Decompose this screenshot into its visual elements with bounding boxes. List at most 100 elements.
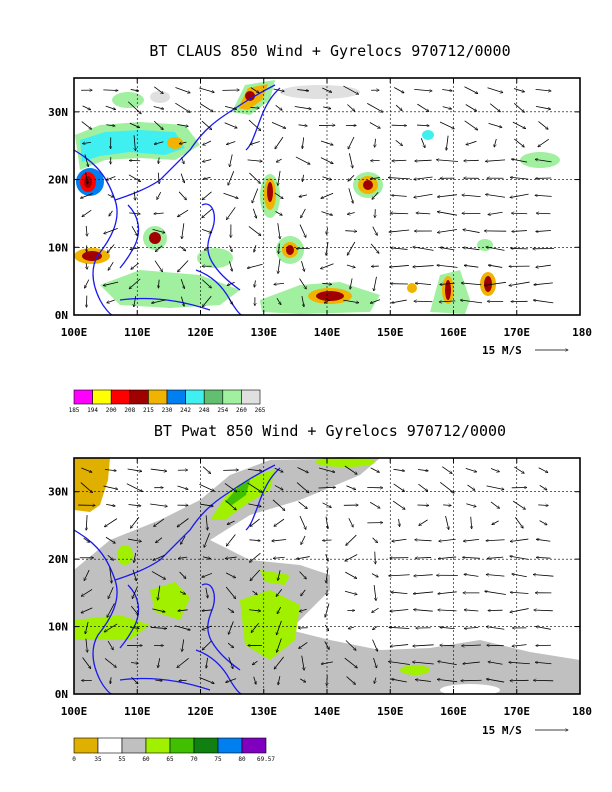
wind-vector [227,642,233,648]
wind-vector [466,503,476,507]
wind-vector [275,105,283,110]
wind-vector [132,569,136,581]
wind-vector [538,138,549,147]
wind-vector [274,656,285,669]
wind-vector [417,125,429,126]
wind-vector [388,661,410,665]
x-tick-label: 170E [504,705,531,718]
wind-vector [82,209,92,216]
claus-vector-key-label: 15 M/S [482,344,522,357]
wind-vector [276,158,282,162]
wind-vector [202,191,212,200]
wind-vector [154,518,165,527]
wind-vector [394,87,404,93]
wind-vector [106,503,115,506]
wind-vector [348,518,353,527]
wind-vector [253,676,256,685]
wind-vector [82,105,91,110]
wind-vector [370,178,380,179]
y-tick-label: 10N [48,241,68,254]
wind-vector [275,211,283,216]
wind-vector [509,281,530,286]
wind-vector [536,230,551,231]
wind-vector [488,662,503,665]
wind-vector [127,468,142,471]
legend-swatch [203,389,224,405]
wind-vector [104,228,118,233]
wind-vector [273,88,285,91]
wind-vector [254,245,257,252]
wind-vector [277,223,280,239]
wind-vector [81,121,92,130]
wind-vector [127,538,141,541]
wind-vector [345,231,357,232]
wind-vector [350,278,353,289]
wind-vector [417,103,429,111]
wind-vector [513,88,524,92]
wind-vector [252,660,258,665]
wind-vector [296,556,310,559]
wind-vector [437,679,458,683]
wind-vector [177,518,189,527]
x-tick-label: 180 [572,705,592,718]
wind-vector [225,572,236,578]
wind-vector [439,121,454,129]
legend-swatch [241,389,261,405]
wind-vector [535,159,552,163]
wind-vector [414,610,433,612]
wind-vector [536,557,551,558]
wind-vector [150,503,167,506]
wind-vector [275,136,284,149]
wind-vector [414,575,433,576]
legend-swatch [193,737,219,754]
wind-vector [154,86,163,94]
wind-vector [227,281,235,285]
wind-vector [202,610,212,611]
wind-vector [177,485,189,489]
wind-vector [369,122,380,129]
wind-vector [225,557,237,558]
wind-vector [223,192,239,198]
wind-vector [344,657,358,668]
wind-vector [344,465,357,474]
wind-vector [296,482,309,493]
y-tick-label: 30N [48,486,68,499]
wind-vector [464,86,478,94]
wind-vector [486,679,505,683]
wind-vector [370,243,379,254]
wind-vector [438,661,457,666]
wind-vector [534,282,553,285]
wind-vector [301,260,304,271]
wind-vector [486,247,505,251]
y-tick-label: 10N [48,621,68,634]
wind-vector [155,680,162,681]
wind-vector [463,661,480,664]
wind-vector [393,483,405,491]
wind-vector [178,191,186,200]
wind-vector [438,556,457,559]
x-tick-label: 150E [377,326,404,339]
wind-vector [153,106,164,109]
wind-vector [321,211,332,216]
wind-vector [437,265,458,268]
wind-vector [371,573,378,577]
x-tick-label: 100E [61,326,88,339]
wind-vector [132,587,138,598]
wind-vector [252,188,259,203]
wind-vector [249,552,261,562]
wind-vector [389,229,410,232]
wind-vector [320,157,333,164]
wind-vector [535,662,552,665]
wind-vector [471,516,472,529]
wind-vector [272,539,287,541]
wind-vector [302,137,303,148]
wind-vector [344,590,357,594]
wind-vector [252,208,256,218]
wind-vector [533,300,554,304]
wind-vector [538,467,548,473]
wind-vector [299,224,306,238]
wind-vector [391,248,408,250]
wind-vector [157,191,162,199]
wind-vector [466,140,477,144]
